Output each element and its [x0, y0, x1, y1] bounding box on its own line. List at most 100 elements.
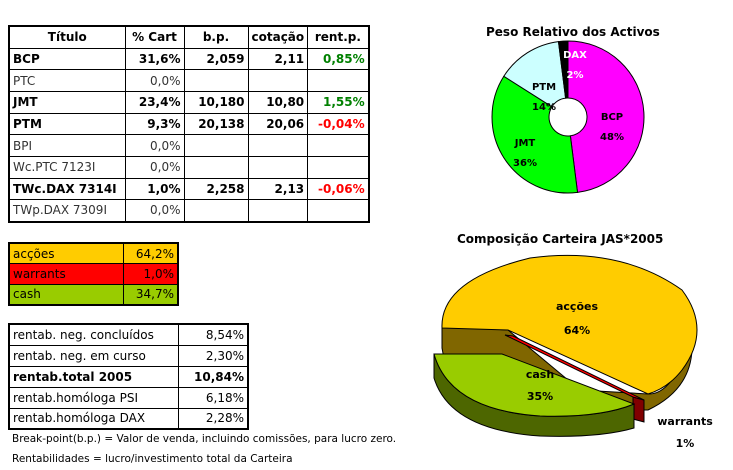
- allocation-label: cash: [8, 283, 124, 305]
- allocation-value: 34,7%: [122, 283, 179, 305]
- cell-titulo: TWc.DAX 7314I: [8, 177, 126, 201]
- cell-titulo: PTM: [8, 112, 126, 136]
- cell-rent: [307, 155, 370, 179]
- cell-cotacao: [247, 199, 309, 222]
- allocation-row: warrants 1,0%: [8, 263, 179, 285]
- cell-cotacao: [247, 155, 309, 179]
- pie3d-chart-title: Composição Carteira JAS*2005: [457, 232, 664, 246]
- pie3d-label-warrants-percent: 1%: [676, 437, 695, 450]
- header-bp: b.p.: [183, 25, 249, 49]
- cell-rent: [307, 134, 370, 157]
- pie3d-slice-warrants: [504, 334, 645, 401]
- cell-titulo: TWp.DAX 7309I: [8, 199, 126, 222]
- cell-cart: 0,0%: [124, 199, 185, 222]
- pie3d-slice-accoes: [441, 254, 698, 395]
- donut-slice-dax: [557, 40, 569, 99]
- cell-cart: 9,3%: [124, 112, 185, 136]
- cell-cotacao: 20,06: [247, 112, 309, 136]
- allocation-table: acções 64,2% warrants 1,0% cash 34,7%: [8, 242, 179, 306]
- allocation-label: acções: [8, 242, 124, 264]
- returns-row: rentab. neg. em curso 2,30%: [8, 344, 249, 367]
- cell-titulo: PTC: [8, 69, 126, 92]
- returns-row: rentab.homóloga DAX 2,28%: [8, 407, 249, 430]
- donut-chart: BCP 48% JMT 36% PTM 14% DAX 2%: [491, 40, 645, 194]
- cell-bp: 2,258: [183, 177, 249, 201]
- holding-row: TWp.DAX 7309I 0,0%: [8, 199, 370, 222]
- returns-value: 2,30%: [177, 344, 249, 367]
- cell-titulo: Wc.PTC 7123I: [8, 155, 126, 179]
- cell-titulo: JMT: [8, 90, 126, 114]
- pie3d-side-warrants: [632, 396, 645, 423]
- returns-value: 8,54%: [177, 323, 249, 346]
- cell-rent: [307, 199, 370, 222]
- cell-rent: 0,85%: [307, 47, 370, 71]
- cell-rent: -0,04%: [307, 112, 370, 136]
- pie3d-label-cash-percent: 35%: [527, 390, 553, 403]
- header-titulo: Título: [8, 25, 126, 49]
- rentabilidades-note: Rentabilidades = lucro/investimento tota…: [12, 453, 293, 465]
- pie3d-slice-cash: [433, 353, 636, 417]
- donut-label-percent: 36%: [513, 158, 537, 169]
- returns-label: rentab. neg. concluídos: [8, 323, 179, 346]
- header-rent: rent.p.: [307, 25, 370, 49]
- cell-cart: 23,4%: [124, 90, 185, 114]
- cell-titulo: BPI: [8, 134, 126, 157]
- donut-label-percent: 48%: [600, 132, 624, 143]
- returns-table: rentab. neg. concluídos 8,54% rentab. neg.…: [8, 323, 249, 430]
- returns-value: 6,18%: [177, 386, 249, 409]
- cell-cart: 0,0%: [124, 69, 185, 92]
- holdings-table: Título % Cart b.p. cotação rent.p. BCP 31…: [8, 25, 370, 223]
- donut-slice-bcp: [567, 40, 645, 193]
- returns-row: rentab.total 2005 10,84%: [8, 365, 249, 388]
- holding-row: JMT 23,4% 10,180 10,80 1,55%: [8, 90, 370, 114]
- allocation-row: acções 64,2%: [8, 242, 179, 264]
- allocation-row: cash 34,7%: [8, 283, 179, 305]
- holding-row: Wc.PTC 7123I 0,0%: [8, 155, 370, 179]
- donut-label-category: JMT: [514, 138, 536, 149]
- returns-value: 2,28%: [177, 407, 249, 430]
- pie3d-chart: acções 64% cash 35% warrants 1%: [433, 254, 713, 450]
- cell-cotacao: 2,13: [247, 177, 309, 201]
- cell-cotacao: [247, 134, 309, 157]
- allocation-value: 1,0%: [122, 263, 179, 285]
- returns-label: rentab. neg. em curso: [8, 344, 179, 367]
- pie3d-label-accoes: acções: [556, 300, 598, 313]
- cell-bp: [183, 69, 249, 92]
- header-cotacao: cotação: [247, 25, 309, 49]
- cell-bp: [183, 155, 249, 179]
- donut-label-category: PTM: [532, 82, 556, 93]
- cell-cart: 0,0%: [124, 155, 185, 179]
- donut-label-percent: 14%: [532, 102, 556, 113]
- returns-label: rentab.total 2005: [8, 365, 179, 388]
- cell-cart: 1,0%: [124, 177, 185, 201]
- pie3d-label-accoes-percent: 64%: [564, 324, 590, 337]
- cell-bp: 20,138: [183, 112, 249, 136]
- holding-row: TWc.DAX 7314I 1,0% 2,258 2,13 -0,06%: [8, 177, 370, 201]
- holding-row: PTM 9,3% 20,138 20,06 -0,04%: [8, 112, 370, 136]
- donut-chart-title: Peso Relativo dos Activos: [486, 25, 660, 39]
- header-cart: % Cart: [124, 25, 185, 49]
- holdings-header-row: Título % Cart b.p. cotação rent.p.: [8, 25, 370, 49]
- breakpoint-note: Break-point(b.p.) = Valor de venda, incl…: [12, 433, 397, 445]
- cell-titulo: BCP: [8, 47, 126, 71]
- donut-label-percent: 2%: [567, 70, 584, 81]
- allocation-label: warrants: [8, 263, 124, 285]
- cell-cotacao: [247, 69, 309, 92]
- cell-bp: [183, 134, 249, 157]
- returns-row: rentab. neg. concluídos 8,54%: [8, 323, 249, 346]
- cell-cart: 31,6%: [124, 47, 185, 71]
- returns-label: rentab.homóloga PSI: [8, 386, 179, 409]
- donut-slice-jmt: [491, 75, 579, 194]
- returns-row: rentab.homóloga PSI 6,18%: [8, 386, 249, 409]
- donut-slice-ptm: [503, 41, 567, 108]
- cell-rent: 1,55%: [307, 90, 370, 114]
- cell-bp: 2,059: [183, 47, 249, 71]
- cell-rent: [307, 69, 370, 92]
- cell-bp: [183, 199, 249, 222]
- cell-rent: -0,06%: [307, 177, 370, 201]
- cell-cotacao: 10,80: [247, 90, 309, 114]
- returns-value: 10,84%: [177, 365, 249, 388]
- holding-row: BPI 0,0%: [8, 134, 370, 157]
- allocation-value: 64,2%: [122, 242, 179, 264]
- cell-bp: 10,180: [183, 90, 249, 114]
